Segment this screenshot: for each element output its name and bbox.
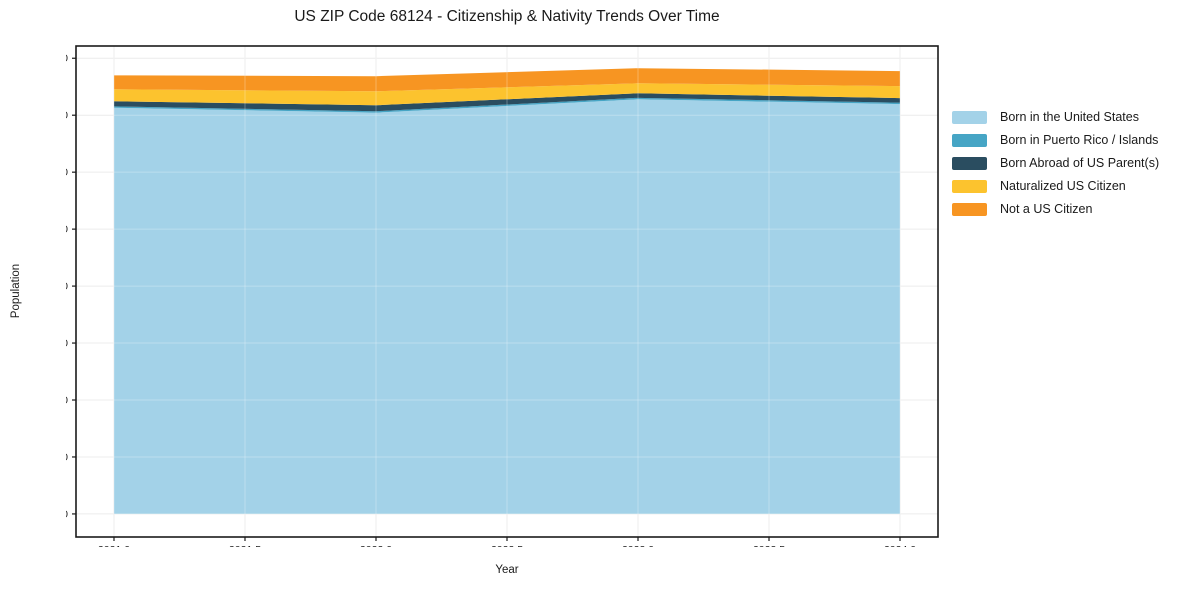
x-tick-label: 2024.0 — [884, 544, 916, 547]
x-tick-label: 2022.0 — [360, 544, 392, 547]
legend-swatch — [952, 179, 987, 193]
legend-item: Born in the United States — [952, 110, 1159, 124]
legend-swatch — [952, 202, 987, 216]
legend-swatch — [952, 110, 987, 124]
x-tick-label: 2021.5 — [229, 544, 261, 547]
x-tick-label: 2023.5 — [753, 544, 785, 547]
y-tick-label: 2,000 — [66, 451, 68, 463]
x-tick-label: 2021.0 — [98, 544, 130, 547]
legend-item: Naturalized US Citizen — [952, 179, 1159, 193]
plot-area: 0 2,000 4,000 6,000 8,000 10,000 12,000 14,000 1… — [66, 45, 939, 547]
y-tick-label: 0 — [66, 508, 68, 520]
legend-label: Not a US Citizen — [1000, 202, 1093, 216]
y-tick-label: 8,000 — [66, 281, 68, 293]
x-axis-label: Year — [495, 564, 519, 576]
area-series-2 — [113, 93, 901, 112]
legend-label: Born in Puerto Rico / Islands — [1000, 133, 1159, 147]
y-tick-label: 14,000 — [66, 110, 68, 122]
chart-title: US ZIP Code 68124 - Citizenship & Nativi… — [294, 8, 720, 25]
area-series-4 — [113, 68, 901, 92]
y-tick-label: 16,000 — [66, 53, 68, 65]
legend-item: Born in Puerto Rico / Islands — [952, 133, 1159, 147]
y-tick-label: 6,000 — [66, 338, 68, 350]
y-axis-label: Population — [10, 263, 22, 319]
legend-item: Not a US Citizen — [952, 202, 1159, 216]
legend-swatch — [952, 156, 987, 170]
y-tick-label: 12,000 — [66, 167, 68, 179]
legend-swatch — [952, 133, 987, 147]
area-series-1 — [113, 97, 901, 113]
legend-label: Born Abroad of US Parent(s) — [1000, 156, 1160, 170]
legend-label: Naturalized US Citizen — [1000, 179, 1126, 193]
x-tick-label: 2022.5 — [491, 544, 523, 547]
y-tick-label: 4,000 — [66, 395, 68, 407]
legend-item: Born Abroad of US Parent(s) — [952, 156, 1159, 170]
y-tick-label: 10,000 — [66, 224, 68, 236]
area-series-3 — [113, 83, 901, 106]
area-series-0 — [113, 99, 901, 514]
legend-label: Born in the United States — [1000, 110, 1139, 124]
legend: Born in the United States Born in Puerto … — [952, 110, 1159, 225]
x-tick-label: 2023.0 — [622, 544, 654, 547]
